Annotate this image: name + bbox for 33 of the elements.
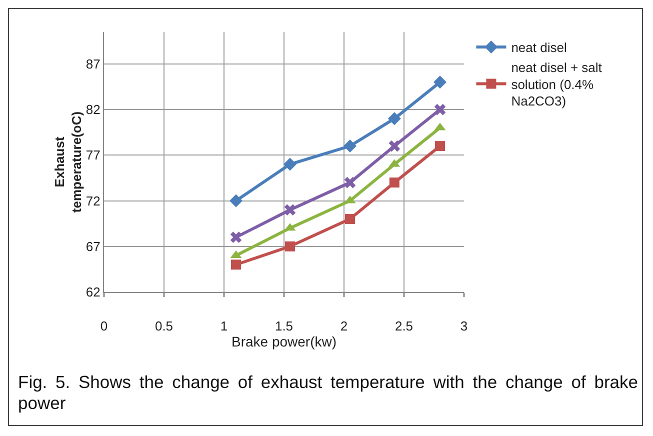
point: [344, 176, 356, 188]
point: [388, 140, 400, 152]
point: [344, 140, 356, 153]
y-tick-label: 87: [86, 56, 100, 72]
point: [434, 76, 446, 89]
point: [389, 178, 400, 188]
x-tick-label: 1.5: [274, 318, 294, 334]
point: [230, 232, 242, 243]
point: [388, 112, 401, 126]
y-axis-title: Exhaust temperature(oC): [52, 111, 84, 213]
x-tick-label: 1: [220, 318, 228, 334]
point: [345, 214, 355, 224]
x-tick-label: 3: [460, 318, 468, 334]
x-tick-label: 0.5: [154, 318, 174, 334]
y-tick-label: 77: [86, 148, 100, 163]
point: [284, 158, 296, 171]
point: [231, 260, 241, 270]
point: [435, 141, 445, 152]
legend-label: neat disel: [511, 40, 567, 56]
y-tick-label: 67: [86, 238, 100, 254]
x-tick-label: 0: [100, 318, 108, 334]
point: [284, 204, 296, 216]
y-tick-label: 62: [86, 284, 100, 300]
x-tick-label: 2: [340, 318, 348, 334]
point: [434, 104, 446, 116]
legend-label: neat disel + salt solution (0.4% Na2CO3): [511, 60, 602, 109]
point: [285, 241, 295, 252]
x-tick-label: 2.5: [394, 318, 414, 334]
y-tick-label: 82: [86, 102, 100, 118]
y-tick-label: 72: [86, 193, 100, 208]
caption: Fig. 5. Shows the change of exhaust temperature with the change of brake power: [18, 372, 638, 414]
point: [230, 194, 242, 208]
x-axis-title: Brake power(kw): [231, 334, 337, 350]
